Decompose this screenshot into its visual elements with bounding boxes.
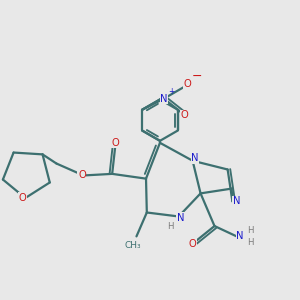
Text: N: N <box>176 213 184 223</box>
Text: O: O <box>112 138 119 148</box>
Text: O: O <box>78 170 86 181</box>
Text: N: N <box>236 231 244 242</box>
Text: −: − <box>192 70 202 83</box>
Text: N: N <box>191 153 199 163</box>
Text: O: O <box>19 193 27 203</box>
Text: H: H <box>247 226 254 235</box>
Text: +: + <box>168 87 174 96</box>
Text: N: N <box>160 94 168 103</box>
Text: H: H <box>167 221 173 230</box>
Text: O: O <box>181 110 188 120</box>
Text: H: H <box>247 238 254 247</box>
Text: O: O <box>184 79 191 89</box>
Text: O: O <box>188 238 196 248</box>
Text: CH₃: CH₃ <box>125 242 142 250</box>
Text: N: N <box>232 196 240 206</box>
